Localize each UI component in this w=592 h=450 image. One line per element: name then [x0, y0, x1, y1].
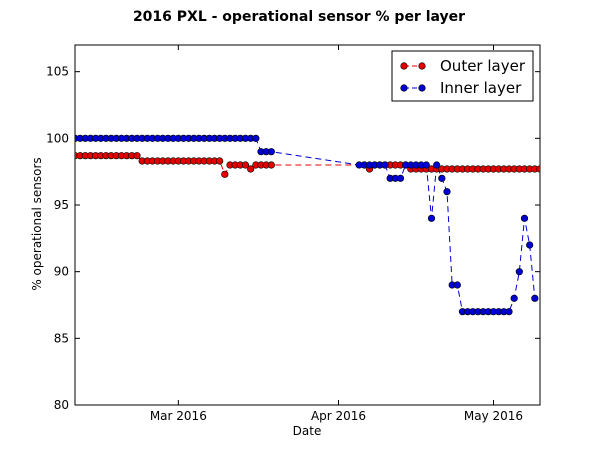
x-tick-label: Apr 2016: [311, 409, 366, 423]
data-point-inner-layer: [510, 294, 518, 302]
data-point-outer-layer: [221, 170, 229, 178]
y-tick-label: 80: [54, 398, 69, 412]
data-point-inner-layer: [443, 188, 451, 196]
data-point-inner-layer: [531, 294, 539, 302]
legend-label-inner-layer: Inner layer: [440, 79, 522, 97]
y-tick-label: 95: [54, 198, 69, 212]
legend-marker-inner-layer: [400, 84, 408, 92]
data-point-outer-layer: [247, 165, 255, 173]
legend-marker-outer-layer: [418, 62, 426, 70]
data-point-inner-layer: [267, 148, 275, 156]
legend-box: [391, 50, 534, 102]
data-point-inner-layer: [526, 241, 534, 249]
y-axis-label: % operational sensors: [30, 157, 44, 290]
data-point-inner-layer: [520, 214, 529, 222]
data-point-inner-layer: [252, 134, 260, 142]
data-point-inner-layer: [427, 214, 436, 222]
y-tick-label: 90: [54, 265, 69, 279]
data-point-outer-layer: [216, 157, 224, 165]
legend-marker-inner-layer: [418, 84, 426, 92]
data-point-inner-layer: [453, 281, 461, 289]
plot-frame: [74, 44, 541, 406]
series-line-inner-layer: [75, 137, 536, 313]
data-point-outer-layer: [267, 161, 275, 169]
data-point-outer-layer: [536, 165, 540, 173]
data-point-inner-layer: [422, 161, 430, 169]
plot-area: 80 85 90 95 100 105 Mar 2016 Apr 2016 May 2016 Ou…: [46, 44, 541, 423]
data-point-inner-layer: [381, 161, 389, 169]
data-point-inner-layer: [438, 174, 446, 182]
chart-title: 2016 PXL - operational sensor % per laye…: [133, 9, 465, 25]
y-tick-label: 100: [46, 131, 69, 145]
data-point-outer-layer: [133, 152, 141, 160]
data-point-inner-layer: [433, 161, 441, 169]
y-tick-label: 85: [54, 331, 69, 345]
x-axis-label: Date: [293, 424, 322, 438]
series-line-outer-layer: [75, 155, 540, 176]
data-point-inner-layer: [515, 268, 523, 276]
legend-marker-outer-layer: [400, 62, 408, 70]
x-tick-label: Mar 2016: [150, 409, 207, 423]
data-point-outer-layer: [241, 161, 250, 169]
series-layer: [75, 134, 540, 316]
data-point-inner-layer: [505, 308, 513, 316]
legend-label-outer-layer: Outer layer: [440, 57, 526, 75]
x-tick-label: May 2016: [464, 409, 523, 423]
data-point-inner-layer: [396, 174, 405, 182]
y-tick-label: 105: [46, 65, 69, 79]
